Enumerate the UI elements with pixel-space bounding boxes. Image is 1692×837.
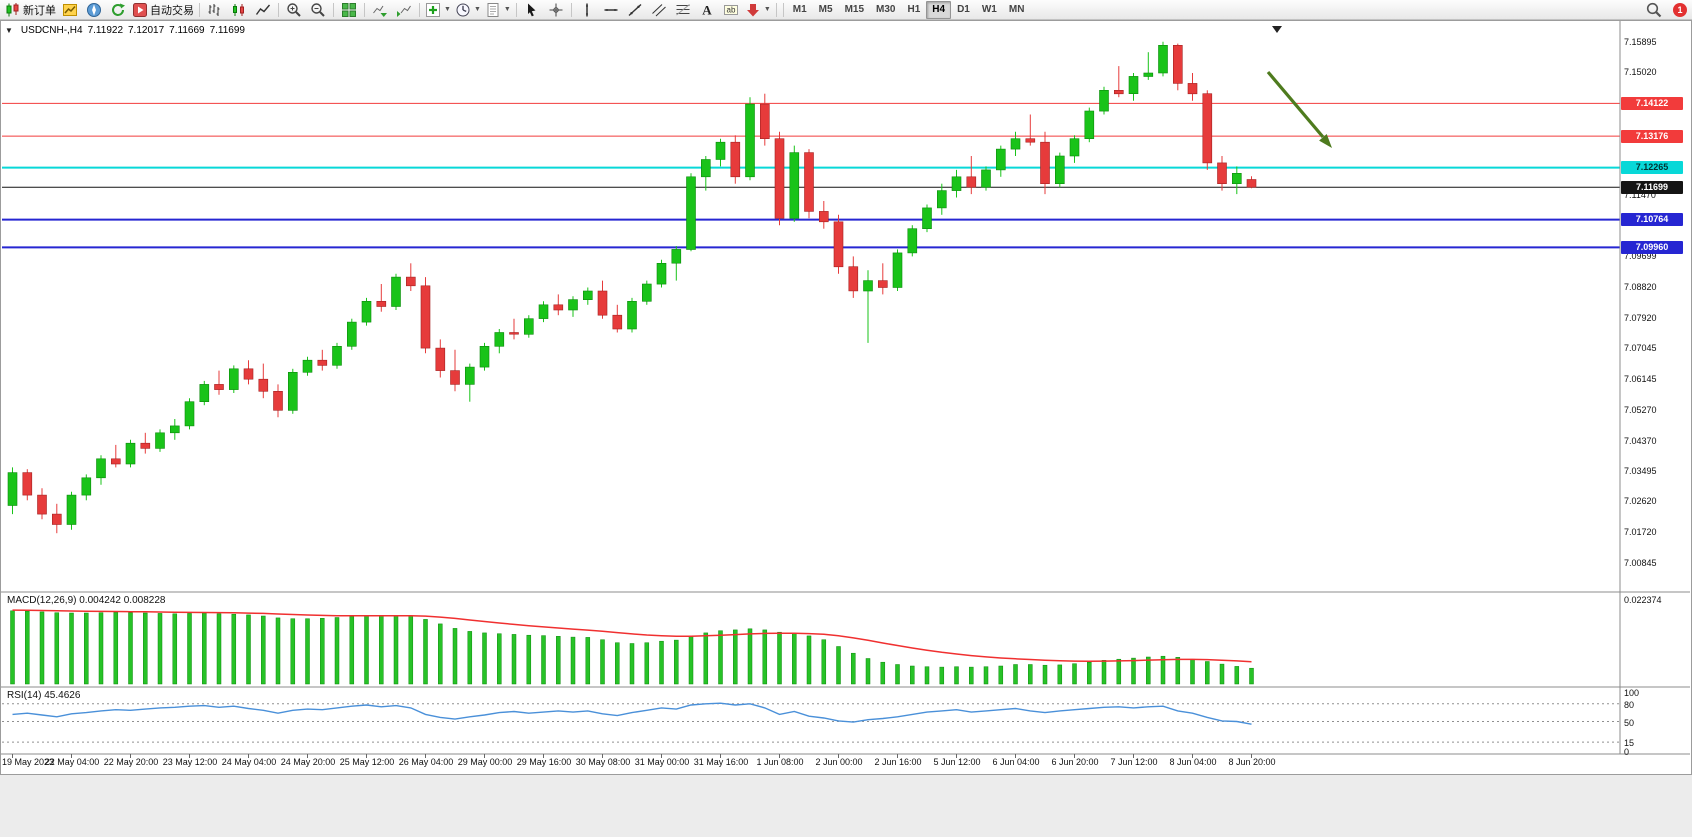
chevron-down-icon: ▼ xyxy=(503,6,511,13)
timeframe-button-m1[interactable]: M1 xyxy=(792,4,807,15)
timeframe-button-m30[interactable]: M30 xyxy=(876,4,896,15)
toolbar-right-group: 1 xyxy=(1642,1,1687,19)
crosshair-icon xyxy=(548,2,564,18)
horizontal-line-button[interactable] xyxy=(599,1,623,19)
svg-text:ab: ab xyxy=(726,5,735,14)
toolbar-separator xyxy=(199,2,200,17)
timeframe-button-m15[interactable]: M15 xyxy=(844,4,865,15)
tile-windows-button[interactable] xyxy=(337,1,361,19)
market-watch-button[interactable] xyxy=(58,1,82,19)
toolbar-separator xyxy=(782,2,784,17)
trendline-button[interactable] xyxy=(623,1,647,19)
refresh-icon xyxy=(110,2,126,18)
toolbar-separator xyxy=(570,2,572,17)
zoom-in-button[interactable] xyxy=(282,1,306,19)
vline-icon xyxy=(579,2,595,18)
chevron-down-icon: ▼ xyxy=(763,6,771,13)
new-order-button-label: 新订单 xyxy=(23,4,56,17)
zoom-out-button[interactable] xyxy=(306,1,330,19)
timeframe-button-mn[interactable]: MN xyxy=(1008,4,1025,15)
clock-icon xyxy=(455,2,471,18)
svg-text:A: A xyxy=(702,2,712,17)
fibonacci-icon xyxy=(675,2,691,18)
auto-scroll-icon xyxy=(372,2,388,18)
candlestick-new-icon xyxy=(5,2,21,18)
timeframe-button-d1[interactable]: D1 xyxy=(957,4,970,15)
price-level-lines xyxy=(2,102,1620,249)
indicators-button[interactable]: ▼ xyxy=(423,1,453,19)
timeframe-button-h4[interactable]: H4 xyxy=(926,0,952,19)
label-icon: ab xyxy=(723,2,739,18)
navigator-icon xyxy=(86,2,102,18)
crosshair-button[interactable] xyxy=(544,1,568,19)
timeframe-button-h1[interactable]: H1 xyxy=(907,4,921,15)
macd-signal-line xyxy=(12,609,1252,663)
search-icon[interactable] xyxy=(1642,1,1666,19)
fibonacci-button[interactable] xyxy=(671,1,695,19)
arrows-icon xyxy=(745,2,761,18)
autotrade-button[interactable]: 自动交易 xyxy=(130,1,196,19)
cursor-icon xyxy=(524,2,540,18)
templates-button[interactable]: ▼ xyxy=(483,1,513,19)
notification-badge[interactable]: 1 xyxy=(1673,3,1687,17)
toolbar-separator xyxy=(775,2,777,17)
bars-icon xyxy=(207,2,223,18)
chevron-down-icon: ▼ xyxy=(444,6,451,13)
trendline-icon xyxy=(627,2,643,18)
timeframe-button-w1[interactable]: W1 xyxy=(981,4,997,15)
label-button[interactable]: ab xyxy=(719,1,743,19)
toolbar-separator xyxy=(364,2,365,17)
channel-icon xyxy=(651,2,667,18)
periods-button[interactable]: ▼ xyxy=(453,1,483,19)
navigator-button[interactable] xyxy=(82,1,106,19)
toolbar-separator xyxy=(515,2,517,17)
text-icon: A xyxy=(699,2,715,18)
zoom-in-icon xyxy=(286,2,302,18)
template-icon xyxy=(485,2,501,18)
autotrade-button-label: 自动交易 xyxy=(150,4,194,17)
zoom-out-icon xyxy=(310,2,326,18)
candle-chart-button[interactable] xyxy=(227,1,251,19)
grid-icon xyxy=(341,2,357,18)
timeframe-button-m5[interactable]: M5 xyxy=(818,4,833,15)
chevron-down-icon: ▼ xyxy=(473,6,481,13)
candlestick-series xyxy=(7,41,1257,534)
auto-scroll-button[interactable] xyxy=(368,1,392,19)
vertical-line-button[interactable] xyxy=(575,1,599,19)
text-button[interactable]: A xyxy=(695,1,719,19)
candles-icon xyxy=(231,2,247,18)
bar-chart-button[interactable] xyxy=(203,1,227,19)
toolbar-separator xyxy=(278,2,279,17)
chart-shift-button[interactable] xyxy=(392,1,416,19)
channel-button[interactable] xyxy=(647,1,671,19)
market-watch-icon xyxy=(62,2,78,18)
rsi-line xyxy=(12,702,1252,725)
line-icon xyxy=(255,2,271,18)
line-chart-button[interactable] xyxy=(251,1,275,19)
trend-arrow-annotation[interactable] xyxy=(1266,70,1332,148)
cursor-button[interactable] xyxy=(520,1,544,19)
refresh-button[interactable] xyxy=(106,1,130,19)
new-order-button[interactable]: 新订单 xyxy=(3,1,58,19)
macd-histogram xyxy=(10,610,1254,685)
indicators-icon xyxy=(425,2,441,18)
chart-shift-icon xyxy=(396,2,412,18)
chart-shift-marker-icon[interactable] xyxy=(1272,26,1282,33)
toolbar-separator xyxy=(419,2,420,17)
hline-icon xyxy=(603,2,619,18)
arrows-button[interactable]: ▼ xyxy=(743,1,773,19)
autotrade-icon xyxy=(132,2,148,18)
toolbar-separator xyxy=(333,2,334,17)
